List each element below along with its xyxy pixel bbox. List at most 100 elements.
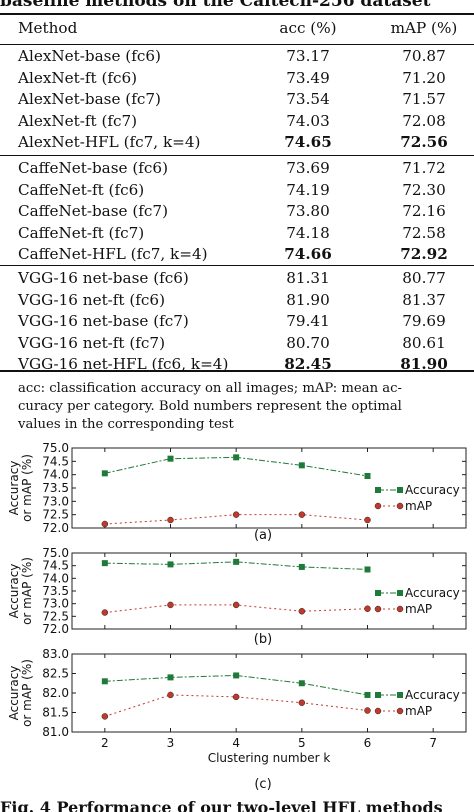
- map-cell: 80.77: [402, 269, 446, 287]
- method-cell: AlexNet-HFL (fc7, k=4): [18, 133, 201, 151]
- method-cell: VGG-16 net-base (fc6): [18, 269, 189, 287]
- x-tick-label: 5: [298, 736, 306, 750]
- panel-label: (b): [254, 632, 272, 646]
- acc-cell: 79.41: [286, 312, 330, 330]
- data-point-accuracy: [167, 561, 174, 568]
- method-cell: AlexNet-ft (fc6): [18, 68, 138, 87]
- data-point-accuracy: [167, 674, 174, 681]
- table-row: AlexNet-HFL (fc7, k=4) 74.65 72.56: [0, 132, 474, 153]
- panel-label: (a): [254, 528, 272, 542]
- data-point-map: [364, 516, 371, 524]
- data-point-map: [101, 713, 109, 720]
- y-tick-label: 82.5: [42, 667, 69, 681]
- method-cell: AlexNet-base (fc6): [18, 47, 161, 65]
- map-cell: 72.16: [402, 202, 446, 220]
- data-point-map: [167, 601, 174, 609]
- table-row: VGG-16 net-ft (fc7) 80.70 80.61: [0, 333, 474, 354]
- legend-marker: [375, 692, 381, 698]
- y-tick-label: 83.0: [42, 648, 69, 661]
- data-point-accuracy: [364, 566, 371, 573]
- data-point-accuracy: [101, 678, 108, 685]
- acc-cell: 73.17: [286, 47, 330, 65]
- method-cell: VGG-16 net-ft (fc6): [18, 290, 165, 309]
- data-point-accuracy: [233, 454, 240, 461]
- legend-label: mAP: [405, 602, 432, 616]
- chart-panel-a: 75.0 74.5 74.0 73.5 73.0 72.5 72.0 Accuracy or m…: [0, 442, 474, 542]
- acc-cell: 74.19: [286, 180, 330, 199]
- method-cell: VGG-16 net-ft (fc7): [18, 333, 165, 352]
- y-tick-label: 82.0: [42, 686, 69, 700]
- method-cell: CaffeNet-base (fc6): [18, 159, 168, 177]
- table-top-rule: [0, 13, 474, 15]
- note-line: curacy per category. Bold numbers repres…: [18, 399, 402, 414]
- legend-label: Accuracy: [405, 688, 460, 702]
- y-tick-label: 74.5: [42, 454, 69, 468]
- table-row: VGG-16 net-base (fc7) 79.41 79.69: [0, 311, 474, 332]
- table-caption: baseline methods on the Caltech-256 data…: [0, 0, 431, 11]
- figure-caption: Fig. 4 Performance of our two-level HFL …: [0, 798, 443, 812]
- table-bottom-rule: [0, 370, 474, 372]
- map-cell: 71.72: [402, 159, 446, 177]
- table-row: AlexNet-base (fc7) 73.54 71.57: [0, 89, 474, 110]
- data-point-accuracy: [298, 563, 305, 570]
- map-cell: 81.90: [400, 355, 448, 373]
- chart-panel-c: 83.0 82.5 82.0 81.5 81.0 2 3 4 5 6 7 Accuracy or mAP…: [0, 648, 474, 792]
- table-row: VGG-16 net-base (fc6) 81.31 80.77: [0, 268, 474, 289]
- legend-label: Accuracy: [405, 586, 460, 600]
- map-cell: 81.37: [402, 290, 446, 309]
- y-tick-label: 75.0: [42, 546, 69, 560]
- acc-cell: 81.90: [286, 290, 330, 309]
- table-header-row: Method acc (%) mAP (%): [0, 18, 474, 39]
- method-cell: CaffeNet-base (fc7): [18, 202, 168, 220]
- chart-panel-b: 75.0 74.5 74.0 73.5 73.0 72.5 72.0 Accuracy or m…: [0, 544, 474, 646]
- legend-marker: [374, 605, 382, 613]
- panel-label: (c): [254, 777, 271, 792]
- acc-cell: 74.65: [284, 133, 332, 151]
- method-cell: VGG-16 net-HFL (fc6, k=4): [18, 355, 229, 373]
- data-point-accuracy: [233, 672, 240, 679]
- y-tick-label: 75.0: [42, 442, 69, 455]
- y-tick-label: 73.5: [42, 481, 69, 495]
- header-map: mAP (%): [390, 19, 458, 37]
- legend-label: mAP: [405, 499, 432, 513]
- legend-marker: [374, 502, 382, 510]
- y-axis-label: Accuracy or mAP (%): [7, 557, 34, 625]
- x-tick-label: 2: [101, 736, 109, 750]
- method-cell: CaffeNet-ft (fc7): [18, 223, 145, 242]
- y-axis-label: Accuracy or mAP (%): [7, 454, 34, 522]
- table-row: AlexNet-base (fc6) 73.17 70.87: [0, 46, 474, 67]
- data-point-map: [298, 511, 306, 518]
- data-point-map: [298, 608, 306, 615]
- y-axis-label-line: or mAP (%): [20, 659, 34, 727]
- series-line-map: [104, 694, 368, 717]
- table-row: AlexNet-ft (fc6) 73.49 71.20: [0, 68, 474, 89]
- data-point-accuracy: [101, 470, 108, 477]
- data-point-accuracy: [167, 455, 174, 462]
- table-row: CaffeNet-base (fc7) 73.80 72.16: [0, 201, 474, 222]
- y-tick-label: 72.0: [42, 521, 69, 535]
- series-line-accuracy: [104, 674, 368, 696]
- data-point-map: [167, 691, 174, 699]
- data-point-map: [232, 511, 240, 518]
- acc-cell: 73.49: [286, 68, 330, 87]
- series-line-accuracy: [104, 561, 368, 570]
- y-tick-label: 72.0: [42, 622, 69, 636]
- legend-marker: [397, 487, 403, 493]
- data-point-map: [232, 693, 240, 701]
- table-row: CaffeNet-base (fc6) 73.69 71.72: [0, 158, 474, 179]
- y-axis-label-line: or mAP (%): [20, 557, 34, 625]
- data-point-map: [364, 707, 371, 714]
- y-tick-label: 74.0: [42, 468, 69, 482]
- table-row: CaffeNet-ft (fc6) 74.19 72.30: [0, 180, 474, 201]
- y-tick-label: 81.5: [42, 706, 69, 720]
- map-cell: 72.58: [402, 223, 446, 242]
- legend-label: mAP: [405, 704, 432, 718]
- data-point-map: [298, 699, 306, 706]
- y-tick-label: 72.5: [42, 508, 69, 522]
- map-cell: 72.92: [400, 245, 448, 263]
- acc-cell: 74.18: [286, 223, 330, 242]
- y-tick-label: 73.0: [42, 597, 69, 611]
- y-axis-label-line: Accuracy: [7, 666, 21, 721]
- acc-cell: 73.54: [286, 90, 330, 108]
